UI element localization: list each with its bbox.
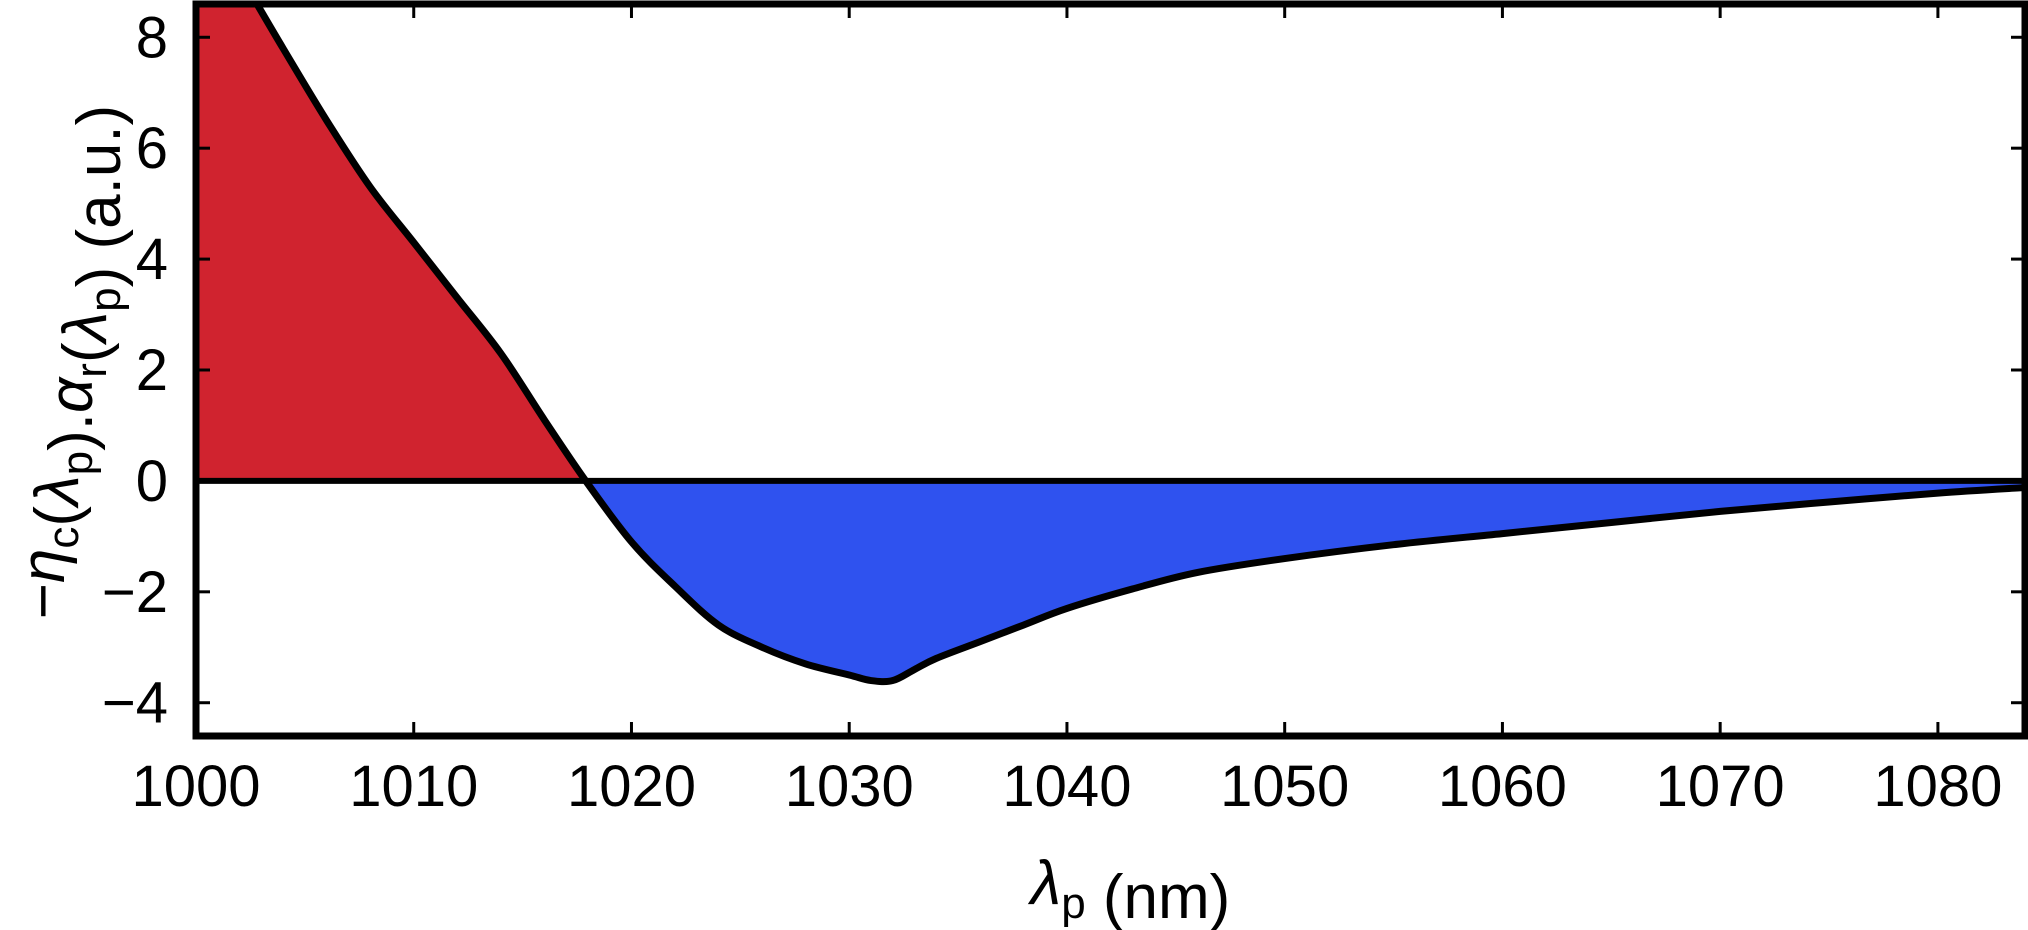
x-tick-label: 1060: [1438, 754, 1567, 819]
y-axis-title: −ηc(λp).αr(λp) (a.u.): [9, 105, 134, 619]
y-tick-label: 4: [136, 227, 168, 292]
fill-layer: [196, 4, 2025, 681]
x-tick-label: 1000: [131, 754, 260, 819]
x-tick-label: 1030: [785, 754, 914, 819]
x-tick-label: 1010: [349, 754, 478, 819]
y-tick-label: −2: [102, 560, 168, 625]
x-axis-ticks: 1000 1010 1020 1030 1040 1050 1060 1070 1080: [131, 4, 2002, 819]
x-axis-title: λp (nm): [1028, 849, 1231, 930]
x-tick-label: 1080: [1873, 754, 2002, 819]
x-tick-label: 1020: [567, 754, 696, 819]
y-tick-label: 2: [136, 338, 168, 403]
y-axis-ticks: −4 −2 0 2 4 6 8: [102, 5, 2025, 736]
positive-fill-area: [196, 4, 586, 481]
y-tick-label: 6: [136, 116, 168, 181]
y-tick-label: −4: [102, 671, 168, 736]
data-curve: [253, 2, 2026, 686]
negative-fill-area: [585, 480, 2025, 681]
y-tick-label: 0: [136, 449, 168, 514]
y-tick-label: 8: [136, 5, 168, 70]
x-tick-label: 1040: [1002, 754, 1131, 819]
x-tick-label: 1070: [1656, 754, 1785, 819]
x-tick-label: 1050: [1220, 754, 1349, 819]
